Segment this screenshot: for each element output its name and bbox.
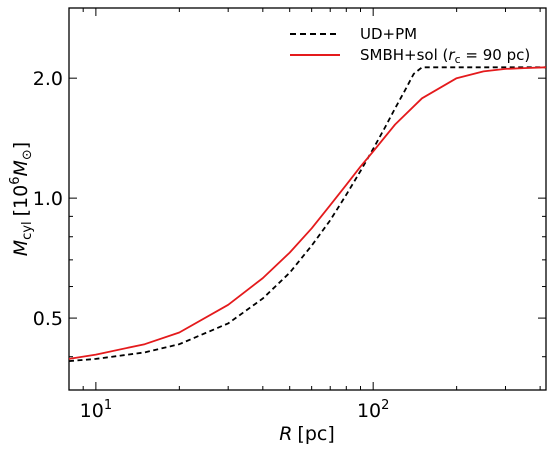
legend-smbh-prefix: SMBH+sol ( — [360, 46, 448, 64]
x-axis-unit: [pc] — [297, 423, 334, 445]
legend: UD+PM SMBH+sol (rc = 90 pc) — [290, 25, 530, 66]
series-ud-pm-line — [68, 66, 546, 362]
y-tick-label: 2.0 — [33, 68, 63, 90]
x-tick-label: 101 — [80, 398, 112, 422]
x-axis-label: R [pc] — [279, 423, 335, 445]
legend-label-ud-pm: UD+PM — [360, 25, 417, 43]
x-axis-var: R — [279, 423, 292, 445]
y-axis-unit-var: M — [10, 160, 32, 176]
legend-smbh-sub: c — [455, 53, 461, 66]
series-smbh-sol-line — [68, 66, 547, 360]
y-axis-unit-prefix: [10 — [10, 185, 32, 217]
y-axis-unit-exp: 6 — [8, 177, 23, 185]
x-tick-exp: 2 — [381, 398, 389, 413]
legend-smbh-suffix: = 90 pc) — [461, 46, 531, 64]
x-tick-base: 10 — [80, 400, 104, 422]
x-tick-exp: 1 — [104, 398, 112, 413]
series-layer — [68, 66, 547, 362]
y-axis-sub: cyl — [20, 221, 35, 239]
y-axis-unit-suffix: ] — [10, 142, 32, 149]
plot-frame — [68, 7, 547, 391]
y-tick-label: 0.5 — [33, 308, 63, 330]
x-tick-base: 10 — [357, 400, 381, 422]
y-axis-label: Mcyl[106M⊙] — [8, 142, 35, 256]
legend-smbh-var: r — [448, 46, 455, 64]
legend-label-smbh-sol: SMBH+sol (rc = 90 pc) — [360, 46, 530, 66]
y-tick-label: 1.0 — [33, 188, 63, 210]
x-tick-label: 102 — [357, 398, 389, 422]
y-axis-unit-sub: ⊙ — [20, 149, 35, 160]
y-axis-var: M — [10, 240, 32, 256]
